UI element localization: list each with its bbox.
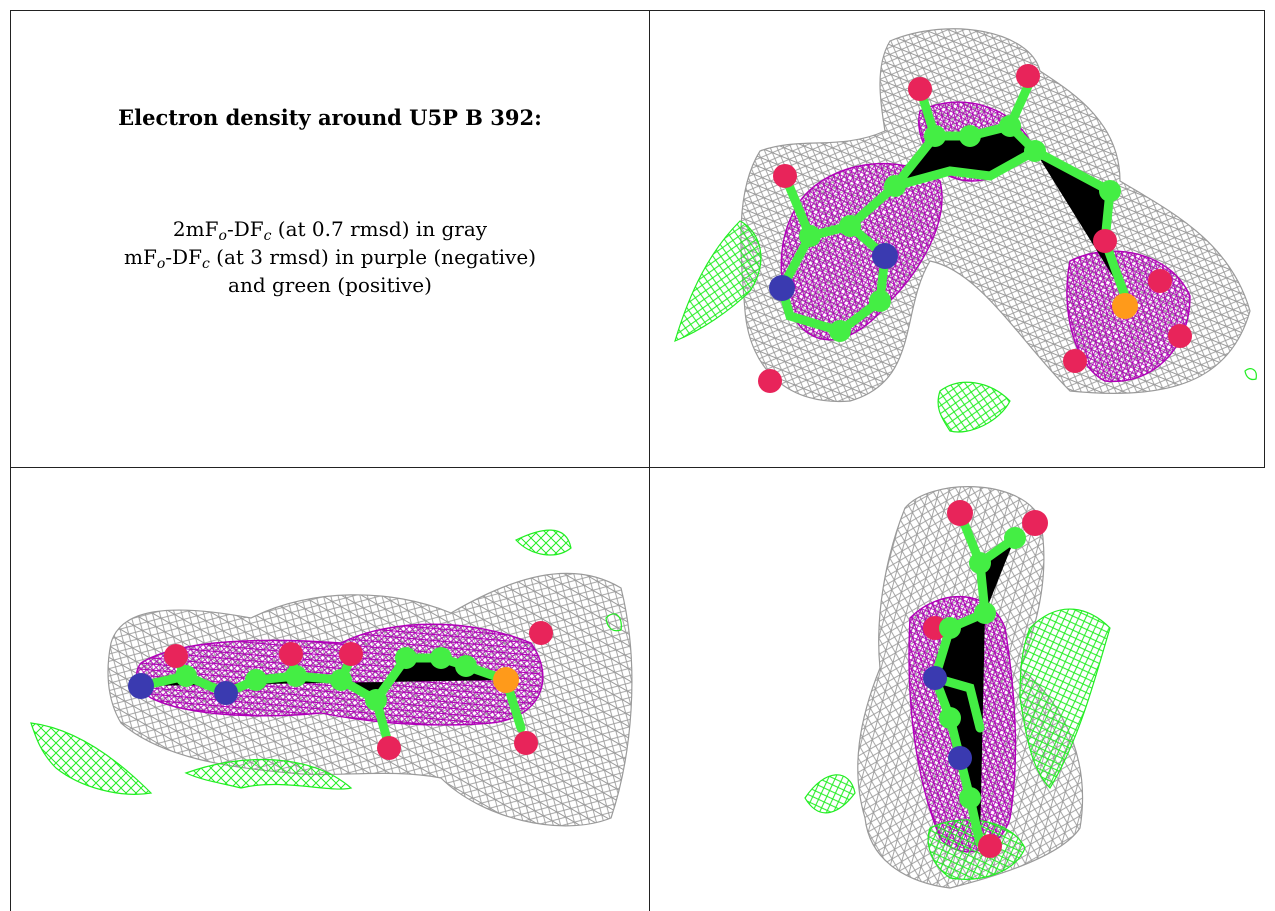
carbon-atom: [884, 175, 906, 197]
carbon-atom: [939, 707, 961, 729]
nitrogen-atom: [214, 681, 238, 705]
oxygen-atom: [164, 644, 188, 668]
caption-line-2fofc: 2mFo-DFc (at 0.7 rmsd) in gray: [10, 215, 650, 243]
oxygen-atom: [339, 642, 363, 666]
carbon-atom: [455, 655, 477, 677]
mesh-positive-speck: [1244, 368, 1257, 381]
nitrogen-atom: [128, 673, 154, 699]
density-view-1-svg: [674, 28, 1257, 433]
atoms-view-1: [758, 64, 1192, 393]
caption-line-fofc: mFo-DFc (at 3 rmsd) in purple (negative): [10, 243, 650, 271]
carbon-atom: [175, 665, 197, 687]
mesh-positive-right: [605, 613, 622, 632]
carbon-atom: [999, 115, 1021, 137]
carbon-atom: [395, 647, 417, 669]
nitrogen-atom: [948, 746, 972, 770]
oxygen-atom: [377, 736, 401, 760]
caption-line2-post: (at 3 rmsd) in purple (negative): [209, 245, 536, 269]
right-border: [1264, 10, 1265, 468]
oxygen-atom: [1148, 269, 1172, 293]
middle-divider: [10, 467, 1265, 468]
caption-line1-post: (at 0.7 rmsd) in gray: [271, 217, 488, 241]
caption-title: Electron density around U5P B 392:: [118, 105, 542, 130]
density-view-bottom-right: [650, 468, 1264, 911]
oxygen-atom: [908, 77, 932, 101]
phosphorus-atom: [1112, 293, 1138, 319]
oxygen-atom: [1063, 349, 1087, 373]
caption-line1-sub-o: o: [218, 228, 227, 244]
atoms-view-2: [128, 621, 553, 760]
caption-line2-mid: -DF: [165, 245, 202, 269]
nitrogen-atom: [923, 666, 947, 690]
mesh-positive-bottom: [937, 381, 1011, 433]
density-view-top-right: [650, 11, 1264, 466]
caption-line2-pre: mF: [124, 245, 157, 269]
carbon-atom: [330, 669, 352, 691]
caption-line-positive: and green (positive): [228, 273, 432, 297]
carbon-atom: [1024, 140, 1046, 162]
oxygen-atom: [514, 731, 538, 755]
nitrogen-atom: [872, 243, 898, 269]
oxygen-atom: [773, 164, 797, 188]
mesh-positive-left: [30, 722, 153, 795]
phosphorus-atom: [493, 667, 519, 693]
carbon-atom: [245, 669, 267, 691]
mesh-positive-left: [674, 220, 762, 343]
oxygen-atom: [1016, 64, 1040, 88]
density-view-bottom-left: [11, 468, 649, 911]
mesh-positive-left: [804, 774, 856, 814]
carbon-atom: [829, 320, 851, 342]
atoms-view-3: [923, 500, 1048, 858]
mesh-positive-top: [515, 529, 572, 556]
density-view-3-svg: [804, 486, 1111, 889]
caption-line1-sub-c: c: [263, 228, 272, 244]
carbon-atom: [430, 647, 452, 669]
carbon-atom: [974, 602, 996, 624]
oxygen-atom: [529, 621, 553, 645]
top-border: [10, 10, 1265, 11]
caption-body: 2mFo-DFc (at 0.7 rmsd) in gray mFo-DFc (…: [10, 215, 650, 299]
caption-line2-sub-c: c: [201, 256, 210, 272]
oxygen-atom: [978, 834, 1002, 858]
caption-cell: Electron density around U5P B 392: 2mFo-…: [10, 10, 650, 465]
carbon-atom: [365, 689, 387, 711]
carbon-atom: [969, 552, 991, 574]
oxygen-atom: [758, 369, 782, 393]
carbon-atom: [959, 125, 981, 147]
carbon-atom: [799, 225, 821, 247]
oxygen-atom: [1168, 324, 1192, 348]
mesh-positive-middle: [184, 758, 353, 790]
oxygen-atom: [279, 642, 303, 666]
carbon-atom: [939, 617, 961, 639]
carbon-atom: [869, 290, 891, 312]
carbon-atom: [285, 665, 307, 687]
caption-line1-pre: 2mF: [172, 217, 219, 241]
caption-line2-sub-o: o: [156, 256, 166, 272]
mesh-positive-right: [1019, 608, 1111, 789]
oxygen-atom: [1093, 229, 1117, 253]
carbon-atom: [839, 215, 861, 237]
carbon-atom: [1099, 180, 1121, 202]
center-divider: [649, 10, 650, 911]
carbon-atom: [959, 787, 981, 809]
nitrogen-atom: [769, 275, 795, 301]
left-border: [10, 10, 11, 911]
oxygen-atom: [947, 500, 973, 526]
carbon-atom: [1004, 527, 1026, 549]
density-view-2-svg: [30, 529, 633, 827]
carbon-atom: [924, 125, 946, 147]
caption-line1-mid: -DF: [226, 217, 264, 241]
oxygen-atom: [1022, 510, 1048, 536]
